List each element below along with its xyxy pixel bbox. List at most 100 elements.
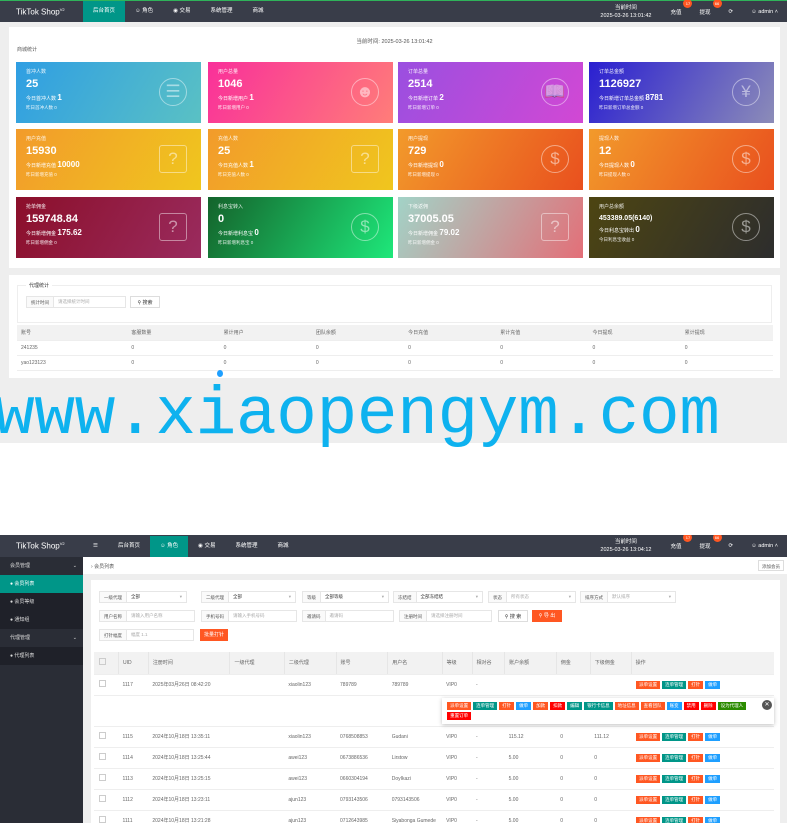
needle-range-input[interactable]: 打针幅度 幅度 1.1 bbox=[99, 629, 194, 641]
register-time-input[interactable]: 注册时间 请选择注册时间 bbox=[399, 610, 492, 622]
row-checkbox[interactable] bbox=[94, 810, 119, 823]
row-checkbox[interactable] bbox=[94, 674, 119, 696]
popup-action-button[interactable]: 地址信息 bbox=[614, 701, 639, 710]
action-button[interactable]: 连单管理 bbox=[662, 795, 687, 804]
nav-home[interactable]: 后台首页 bbox=[83, 1, 126, 22]
agent1-select[interactable]: 一级代理 全部 ▾ bbox=[99, 591, 187, 603]
recharge-button[interactable]: 充值 17 bbox=[661, 0, 693, 16]
sort-select[interactable]: 排序方式 默认排序 ▾ bbox=[580, 591, 676, 603]
add-member-button[interactable]: 添加会员 bbox=[758, 560, 784, 571]
row-checkbox[interactable] bbox=[94, 747, 119, 769]
sidebar-item[interactable]: ● 会员列表 bbox=[0, 575, 83, 593]
action-button[interactable]: 做单 bbox=[705, 732, 721, 741]
popup-action-button[interactable]: 银行卡信息 bbox=[584, 701, 613, 710]
row-checkbox[interactable] bbox=[94, 768, 119, 790]
popup-action-button[interactable]: 查看团队 bbox=[640, 701, 665, 710]
action-button[interactable]: 打针 bbox=[688, 774, 704, 783]
card-value: 25 bbox=[26, 78, 39, 90]
nav-role[interactable]: ☺ 角色 bbox=[149, 535, 189, 557]
popup-action-button[interactable]: 设为代理人 bbox=[717, 701, 747, 710]
select-all-checkbox[interactable] bbox=[94, 652, 119, 675]
action-button[interactable]: 连单管理 bbox=[662, 774, 687, 783]
agent-search-button[interactable]: ⚲ 搜索 bbox=[130, 296, 160, 308]
sidebar-item[interactable]: ● 会员等级 bbox=[0, 593, 83, 611]
sidebar-item[interactable]: ● 通知组 bbox=[0, 611, 83, 629]
menu-toggle-icon[interactable]: ☰ bbox=[93, 542, 98, 549]
action-button[interactable]: 连单管理 bbox=[662, 732, 687, 741]
action-button[interactable]: 打针 bbox=[688, 680, 704, 689]
action-button[interactable]: 打针 bbox=[688, 795, 704, 804]
card-today: 今日新增订单总金额 8781 bbox=[599, 93, 664, 102]
action-button[interactable]: 打针 bbox=[688, 732, 704, 741]
table-cell: 0 bbox=[556, 810, 591, 823]
popup-action-button[interactable]: 连单管理 bbox=[473, 701, 498, 710]
action-button[interactable]: 派单设置 bbox=[636, 732, 661, 741]
action-button[interactable]: 做单 bbox=[705, 753, 721, 762]
close-popup-icon[interactable]: ✕ bbox=[762, 699, 772, 710]
nav-home[interactable]: 后台首页 bbox=[117, 542, 140, 549]
user-menu[interactable]: ☺ admin ˄ bbox=[751, 8, 778, 15]
users-icon: ☻ bbox=[351, 78, 379, 106]
popup-action-button[interactable]: 禁用 bbox=[683, 701, 699, 710]
popup-action-button[interactable]: 加款 bbox=[533, 701, 549, 710]
action-button[interactable]: 派单设置 bbox=[636, 795, 661, 804]
action-button[interactable]: 做单 bbox=[705, 774, 721, 783]
withdraw-button[interactable]: 提现 66 bbox=[690, 535, 722, 550]
phone-input[interactable]: 手机号码 请输入手机号码 bbox=[201, 610, 297, 622]
table-cell: 241235 bbox=[17, 340, 128, 356]
popup-action-button[interactable]: 派单设置 bbox=[447, 701, 472, 710]
action-button[interactable]: 派单设置 bbox=[636, 774, 661, 783]
action-button[interactable]: 派单设置 bbox=[636, 753, 661, 762]
nav-shop[interactable]: 商城 bbox=[252, 8, 264, 14]
column-header: 注册时间 bbox=[147, 652, 230, 675]
popup-action-button[interactable]: 删除 bbox=[700, 701, 716, 710]
recharge-button[interactable]: 充值 17 bbox=[661, 535, 693, 550]
sidebar: 会员管理 ⌄ ● 会员列表 ● 会员等级 ● 通知组 代理管理 ⌄ ● 代理列表 bbox=[0, 557, 83, 823]
sidebar-item[interactable]: ● 代理列表 bbox=[0, 647, 83, 665]
stat-time-input[interactable]: 统计时间 请选择统计时间 bbox=[26, 296, 126, 308]
row-checkbox[interactable] bbox=[94, 726, 119, 748]
column-header: UID bbox=[117, 652, 149, 675]
nav-shop[interactable]: 商城 bbox=[277, 542, 289, 549]
nav-system[interactable]: 系统管理 bbox=[235, 542, 258, 549]
nav-system[interactable]: 系统管理 bbox=[210, 8, 233, 14]
sidebar-item[interactable]: 代理管理 ⌄ bbox=[0, 629, 83, 647]
action-button[interactable]: 做单 bbox=[705, 680, 721, 689]
member-list-screenshot: TikTok ShopV2 ☰ 后台首页 ☺ 角色 ◉ 交易 系统管理 商城 当… bbox=[0, 535, 787, 823]
action-button[interactable]: 连单管理 bbox=[662, 816, 687, 823]
withdraw-button[interactable]: 提现 66 bbox=[690, 0, 722, 16]
action-button[interactable]: 做单 bbox=[705, 795, 721, 804]
row-checkbox[interactable] bbox=[94, 789, 119, 811]
sidebar-item[interactable]: 会员管理 ⌄ bbox=[0, 557, 83, 575]
nav-role[interactable]: ☺ 角色 bbox=[135, 8, 154, 14]
stat-card: 用户充值 15930 今日新增充值 10000 昨日新增充值 0 ? bbox=[16, 129, 201, 190]
action-button[interactable]: 连单管理 bbox=[662, 680, 687, 689]
nav-trade[interactable]: ◉ 交易 bbox=[198, 542, 216, 549]
user-menu[interactable]: ☺ admin ˄ bbox=[751, 543, 778, 549]
popup-action-button[interactable]: 编辑 bbox=[567, 701, 583, 710]
search-button[interactable]: ⚲ 搜 索 bbox=[498, 610, 528, 622]
frozen-select[interactable]: 冻结结 全部冻结结 ▾ bbox=[393, 591, 483, 603]
popup-action-button[interactable]: 打针 bbox=[499, 701, 515, 710]
nav-trade[interactable]: ◉ 交易 bbox=[173, 8, 191, 14]
action-button[interactable]: 做单 bbox=[705, 816, 721, 823]
popup-action-button[interactable]: 重置订单 bbox=[447, 711, 472, 720]
invite-code-input[interactable]: 邀请码 邀请码 bbox=[302, 610, 394, 622]
action-button[interactable]: 派单设置 bbox=[636, 680, 661, 689]
refresh-icon[interactable]: ⟳ bbox=[728, 8, 734, 15]
refresh-icon[interactable]: ⟳ bbox=[728, 543, 734, 549]
export-button[interactable]: ⚲ 导 出 bbox=[532, 610, 562, 622]
batch-needle-button[interactable]: 批量打针 bbox=[200, 629, 228, 641]
agent2-select[interactable]: 二级代理 全部 ▾ bbox=[201, 591, 296, 603]
section-title: 商城统计 bbox=[17, 47, 38, 53]
username-input[interactable]: 用户名称 请输入用户名称 bbox=[99, 610, 195, 622]
action-button[interactable]: 派单设置 bbox=[636, 816, 661, 823]
status-select[interactable]: 状态 所有状态 ▾ bbox=[488, 591, 576, 603]
action-button[interactable]: 打针 bbox=[688, 753, 704, 762]
action-button[interactable]: 打针 bbox=[688, 816, 704, 823]
popup-action-button[interactable]: 账变 bbox=[666, 701, 682, 710]
action-button[interactable]: 连单管理 bbox=[662, 753, 687, 762]
popup-action-button[interactable]: 扣款 bbox=[550, 701, 566, 710]
popup-action-button[interactable]: 做单 bbox=[516, 701, 532, 710]
level-select[interactable]: 等级 全部等级 ▾ bbox=[302, 591, 389, 603]
